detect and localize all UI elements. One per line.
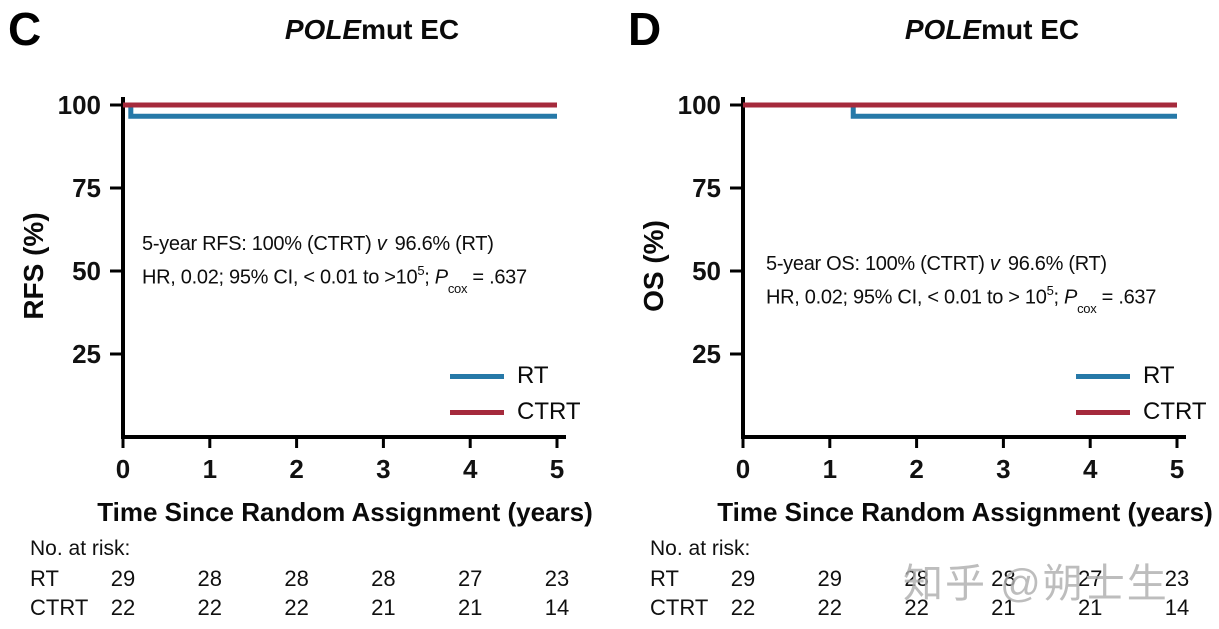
- risk-count: 21: [1077, 595, 1103, 620]
- svg-text:2: 2: [909, 454, 923, 484]
- risk-count: 27: [1077, 566, 1103, 591]
- risk-row-rt: RT 29 28 28 28 27 23: [0, 566, 610, 592]
- svg-text:25: 25: [72, 339, 101, 369]
- italic-v: v: [989, 253, 1000, 275]
- svg-text:0: 0: [736, 454, 750, 484]
- risk-row-label: RT: [30, 566, 59, 591]
- p-value-symbol: P: [434, 266, 448, 289]
- risk-count: 22: [110, 595, 136, 620]
- legend-label: CTRT: [1143, 398, 1207, 425]
- annotation-line-2: HR, 0.02; 95% CI, < 0.01 to >105; Pcox =…: [142, 263, 527, 296]
- risk-count: 22: [284, 595, 309, 620]
- p-value-symbol: P: [1064, 286, 1078, 309]
- svg-text:4: 4: [463, 454, 478, 484]
- svg-text:1: 1: [203, 454, 217, 484]
- risk-count: 28: [371, 566, 396, 591]
- risk-count: 29: [730, 566, 756, 591]
- chart-title-rest: mut EC: [361, 14, 460, 45]
- svg-text:50: 50: [72, 256, 101, 286]
- risk-count: 29: [110, 566, 136, 591]
- risk-count: 29: [817, 566, 843, 591]
- chart-title-rest: mut EC: [981, 14, 1080, 45]
- km-plot-svg: 100 75 50 25 0 1 2 3 4 5: [58, 90, 566, 484]
- legend-item-rt: RT: [1076, 358, 1207, 394]
- svg-text:100: 100: [678, 90, 721, 120]
- svg-text:0: 0: [116, 454, 130, 484]
- risk-count: 28: [197, 566, 223, 591]
- x-axis-label: Time Since Random Assignment (years): [717, 497, 1213, 527]
- svg-text:1: 1: [823, 454, 837, 484]
- ctrt-line-swatch: [1076, 409, 1130, 415]
- risk-count: 28: [904, 566, 929, 591]
- legend-item-ctrt: CTRT: [1076, 394, 1207, 430]
- risk-count: 28: [284, 566, 309, 591]
- annotation-line-2: HR, 0.02; 95% CI, < 0.01 to > 105; Pcox …: [766, 283, 1157, 316]
- risk-count: 28: [991, 566, 1016, 591]
- panel-d: D POLEmut EC OS (%) 100 75 50 25 0 1 2 3 4 5 5-ye…: [620, 0, 1219, 629]
- risk-count: 22: [904, 595, 929, 620]
- panel-c: C POLEmut EC RFS (%) 100 75 50 25 0 1 2 3 4 5 5-y…: [0, 3, 610, 621]
- panel-letter: C: [8, 3, 42, 55]
- svg-text:75: 75: [72, 173, 101, 203]
- risk-table-heading: No. at risk:: [650, 537, 751, 560]
- svg-text:25: 25: [692, 339, 721, 369]
- chart-title: POLEmut EC: [122, 14, 622, 46]
- svg-text:50: 50: [692, 256, 721, 286]
- rt-line-swatch: [1076, 373, 1130, 379]
- risk-row-label: CTRT: [30, 595, 89, 620]
- ctrt-line-swatch: [450, 409, 504, 415]
- chart-title-gene: POLE: [904, 14, 982, 45]
- risk-count: 21: [991, 595, 1016, 620]
- stats-annotation: 5-year OS: 100% (CTRT) v 96.6% (RT) HR, …: [766, 251, 1156, 318]
- svg-text:4: 4: [1083, 454, 1098, 484]
- svg-text:3: 3: [376, 454, 390, 484]
- risk-count: 22: [730, 595, 756, 620]
- svg-text:5: 5: [1170, 454, 1184, 484]
- risk-count: 14: [544, 595, 570, 620]
- subscript-cox: cox: [1077, 300, 1097, 316]
- legend: RT CTRT: [1076, 358, 1207, 430]
- legend: RT CTRT: [450, 358, 581, 430]
- legend-item-rt: RT: [450, 358, 581, 394]
- legend-label: RT: [517, 362, 549, 389]
- legend-label: RT: [1143, 362, 1175, 389]
- risk-count: 22: [197, 595, 223, 620]
- svg-text:100: 100: [58, 90, 101, 120]
- risk-count: 23: [1164, 566, 1190, 591]
- risk-count: 14: [1164, 595, 1190, 620]
- legend-label: CTRT: [517, 398, 581, 425]
- svg-text:3: 3: [996, 454, 1010, 484]
- risk-count: 22: [817, 595, 843, 620]
- risk-row-ctrt: CTRT 22 22 22 21 21 14: [0, 595, 610, 621]
- italic-v: v: [376, 233, 387, 255]
- x-axis-label: Time Since Random Assignment (years): [97, 497, 593, 527]
- chart-title: POLEmut EC: [742, 14, 1219, 46]
- legend-item-ctrt: CTRT: [450, 394, 581, 430]
- svg-text:5: 5: [550, 454, 564, 484]
- risk-count: 21: [371, 595, 396, 620]
- risk-row-label: CTRT: [650, 595, 709, 620]
- panel-letter: D: [628, 3, 662, 55]
- svg-text:2: 2: [289, 454, 303, 484]
- km-plot-svg: 100 75 50 25 0 1 2 3 4 5: [678, 90, 1186, 484]
- superscript-5: 5: [417, 263, 425, 278]
- stats-annotation: 5-year RFS: 100% (CTRT) v 96.6% (RT) HR,…: [142, 231, 527, 298]
- risk-row-ctrt: CTRT 22 22 22 21 21 14: [620, 595, 1219, 621]
- risk-row-rt: RT 29 29 28 28 27 23: [620, 566, 1219, 592]
- rt-line-swatch: [450, 373, 504, 379]
- risk-count: 21: [457, 595, 483, 620]
- risk-row-label: RT: [650, 566, 679, 591]
- risk-table-heading: No. at risk:: [30, 537, 131, 560]
- superscript-5: 5: [1046, 283, 1054, 298]
- risk-count: 27: [457, 566, 483, 591]
- annotation-line-1: 5-year OS: 100% (CTRT) v 96.6% (RT): [766, 253, 1107, 275]
- subscript-cox: cox: [447, 280, 468, 296]
- svg-text:75: 75: [692, 173, 721, 203]
- annotation-line-1: 5-year RFS: 100% (CTRT) v 96.6% (RT): [142, 233, 494, 255]
- chart-title-gene: POLE: [284, 14, 362, 45]
- risk-count: 23: [544, 566, 570, 591]
